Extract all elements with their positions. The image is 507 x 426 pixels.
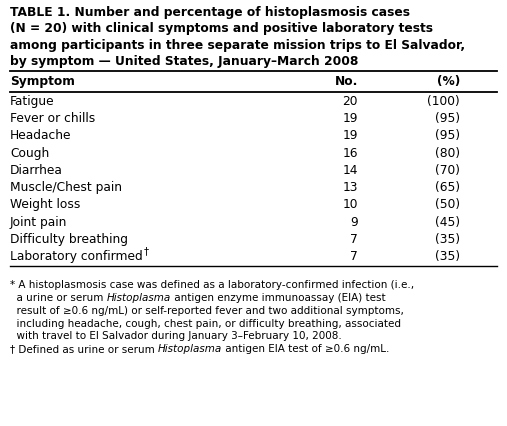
Text: (100): (100) <box>427 95 460 107</box>
Text: 9: 9 <box>350 215 358 228</box>
Text: †: † <box>144 246 149 256</box>
Text: (50): (50) <box>435 198 460 211</box>
Text: antigen EIA test of ≥0.6 ng/mL.: antigen EIA test of ≥0.6 ng/mL. <box>222 343 389 354</box>
Text: (70): (70) <box>435 164 460 176</box>
Text: with travel to El Salvador during January 3–February 10, 2008.: with travel to El Salvador during Januar… <box>10 331 342 341</box>
Text: Diarrhea: Diarrhea <box>10 164 63 176</box>
Text: TABLE 1. Number and percentage of histoplasmosis cases: TABLE 1. Number and percentage of histop… <box>10 6 410 19</box>
Text: Laboratory confirmed: Laboratory confirmed <box>10 250 143 263</box>
Text: (%): (%) <box>437 75 460 87</box>
Text: No.: No. <box>335 75 358 87</box>
Text: Fatigue: Fatigue <box>10 95 55 107</box>
Text: Histoplasma: Histoplasma <box>158 343 222 354</box>
Text: * A histoplasmosis case was defined as a laboratory-confirmed infection (i.e.,: * A histoplasmosis case was defined as a… <box>10 279 414 290</box>
Text: (80): (80) <box>435 146 460 159</box>
Text: (35): (35) <box>435 250 460 263</box>
Text: Weight loss: Weight loss <box>10 198 81 211</box>
Text: 13: 13 <box>343 181 358 194</box>
Text: 16: 16 <box>343 146 358 159</box>
Text: (N = 20) with clinical symptoms and positive laboratory tests: (N = 20) with clinical symptoms and posi… <box>10 22 433 35</box>
Text: Difficulty breathing: Difficulty breathing <box>10 233 128 245</box>
Text: 7: 7 <box>350 233 358 245</box>
Text: Cough: Cough <box>10 146 49 159</box>
Text: (95): (95) <box>435 129 460 142</box>
Text: Joint pain: Joint pain <box>10 215 67 228</box>
Text: Symptom: Symptom <box>10 75 75 87</box>
Text: Headache: Headache <box>10 129 71 142</box>
Text: (45): (45) <box>435 215 460 228</box>
Text: (95): (95) <box>435 112 460 125</box>
Text: 7: 7 <box>350 250 358 263</box>
Text: Laboratory confirmed: Laboratory confirmed <box>10 250 143 263</box>
Text: 20: 20 <box>343 95 358 107</box>
Text: 10: 10 <box>343 198 358 211</box>
Text: among participants in three separate mission trips to El Salvador,: among participants in three separate mis… <box>10 38 465 52</box>
Text: 14: 14 <box>343 164 358 176</box>
Text: including headache, cough, chest pain, or difficulty breathing, associated: including headache, cough, chest pain, o… <box>10 318 401 328</box>
Text: 19: 19 <box>343 112 358 125</box>
Text: antigen enzyme immunoassay (EIA) test: antigen enzyme immunoassay (EIA) test <box>171 292 385 302</box>
Text: † Defined as urine or serum: † Defined as urine or serum <box>10 343 158 354</box>
Text: Histoplasma: Histoplasma <box>106 292 171 302</box>
Text: (65): (65) <box>435 181 460 194</box>
Text: result of ≥0.6 ng/mL) or self-reported fever and two additional symptoms,: result of ≥0.6 ng/mL) or self-reported f… <box>10 305 404 315</box>
Text: by symptom — United States, January–March 2008: by symptom — United States, January–Marc… <box>10 55 358 68</box>
Text: (35): (35) <box>435 233 460 245</box>
Text: Fever or chills: Fever or chills <box>10 112 95 125</box>
Text: Muscle/Chest pain: Muscle/Chest pain <box>10 181 122 194</box>
Text: 19: 19 <box>343 129 358 142</box>
Text: a urine or serum: a urine or serum <box>10 292 106 302</box>
